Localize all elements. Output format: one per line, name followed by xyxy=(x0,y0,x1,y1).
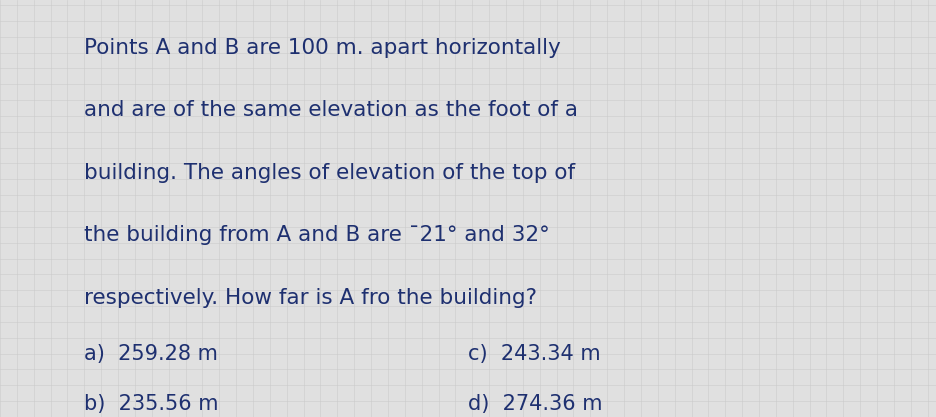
Text: b)  235.56 m: b) 235.56 m xyxy=(84,394,219,414)
Text: the building from A and B are ¯21° and 32°: the building from A and B are ¯21° and 3… xyxy=(84,225,549,245)
Text: Points A and B are 100 m. apart horizontally: Points A and B are 100 m. apart horizont… xyxy=(84,38,561,58)
Text: and are of the same elevation as the foot of a: and are of the same elevation as the foo… xyxy=(84,100,578,120)
Text: respectively. How far is A fro the building?: respectively. How far is A fro the build… xyxy=(84,288,536,308)
Text: building. The angles of elevation of the top of: building. The angles of elevation of the… xyxy=(84,163,575,183)
Text: c)  243.34 m: c) 243.34 m xyxy=(468,344,601,364)
Text: a)  259.28 m: a) 259.28 m xyxy=(84,344,218,364)
Text: d)  274.36 m: d) 274.36 m xyxy=(468,394,603,414)
